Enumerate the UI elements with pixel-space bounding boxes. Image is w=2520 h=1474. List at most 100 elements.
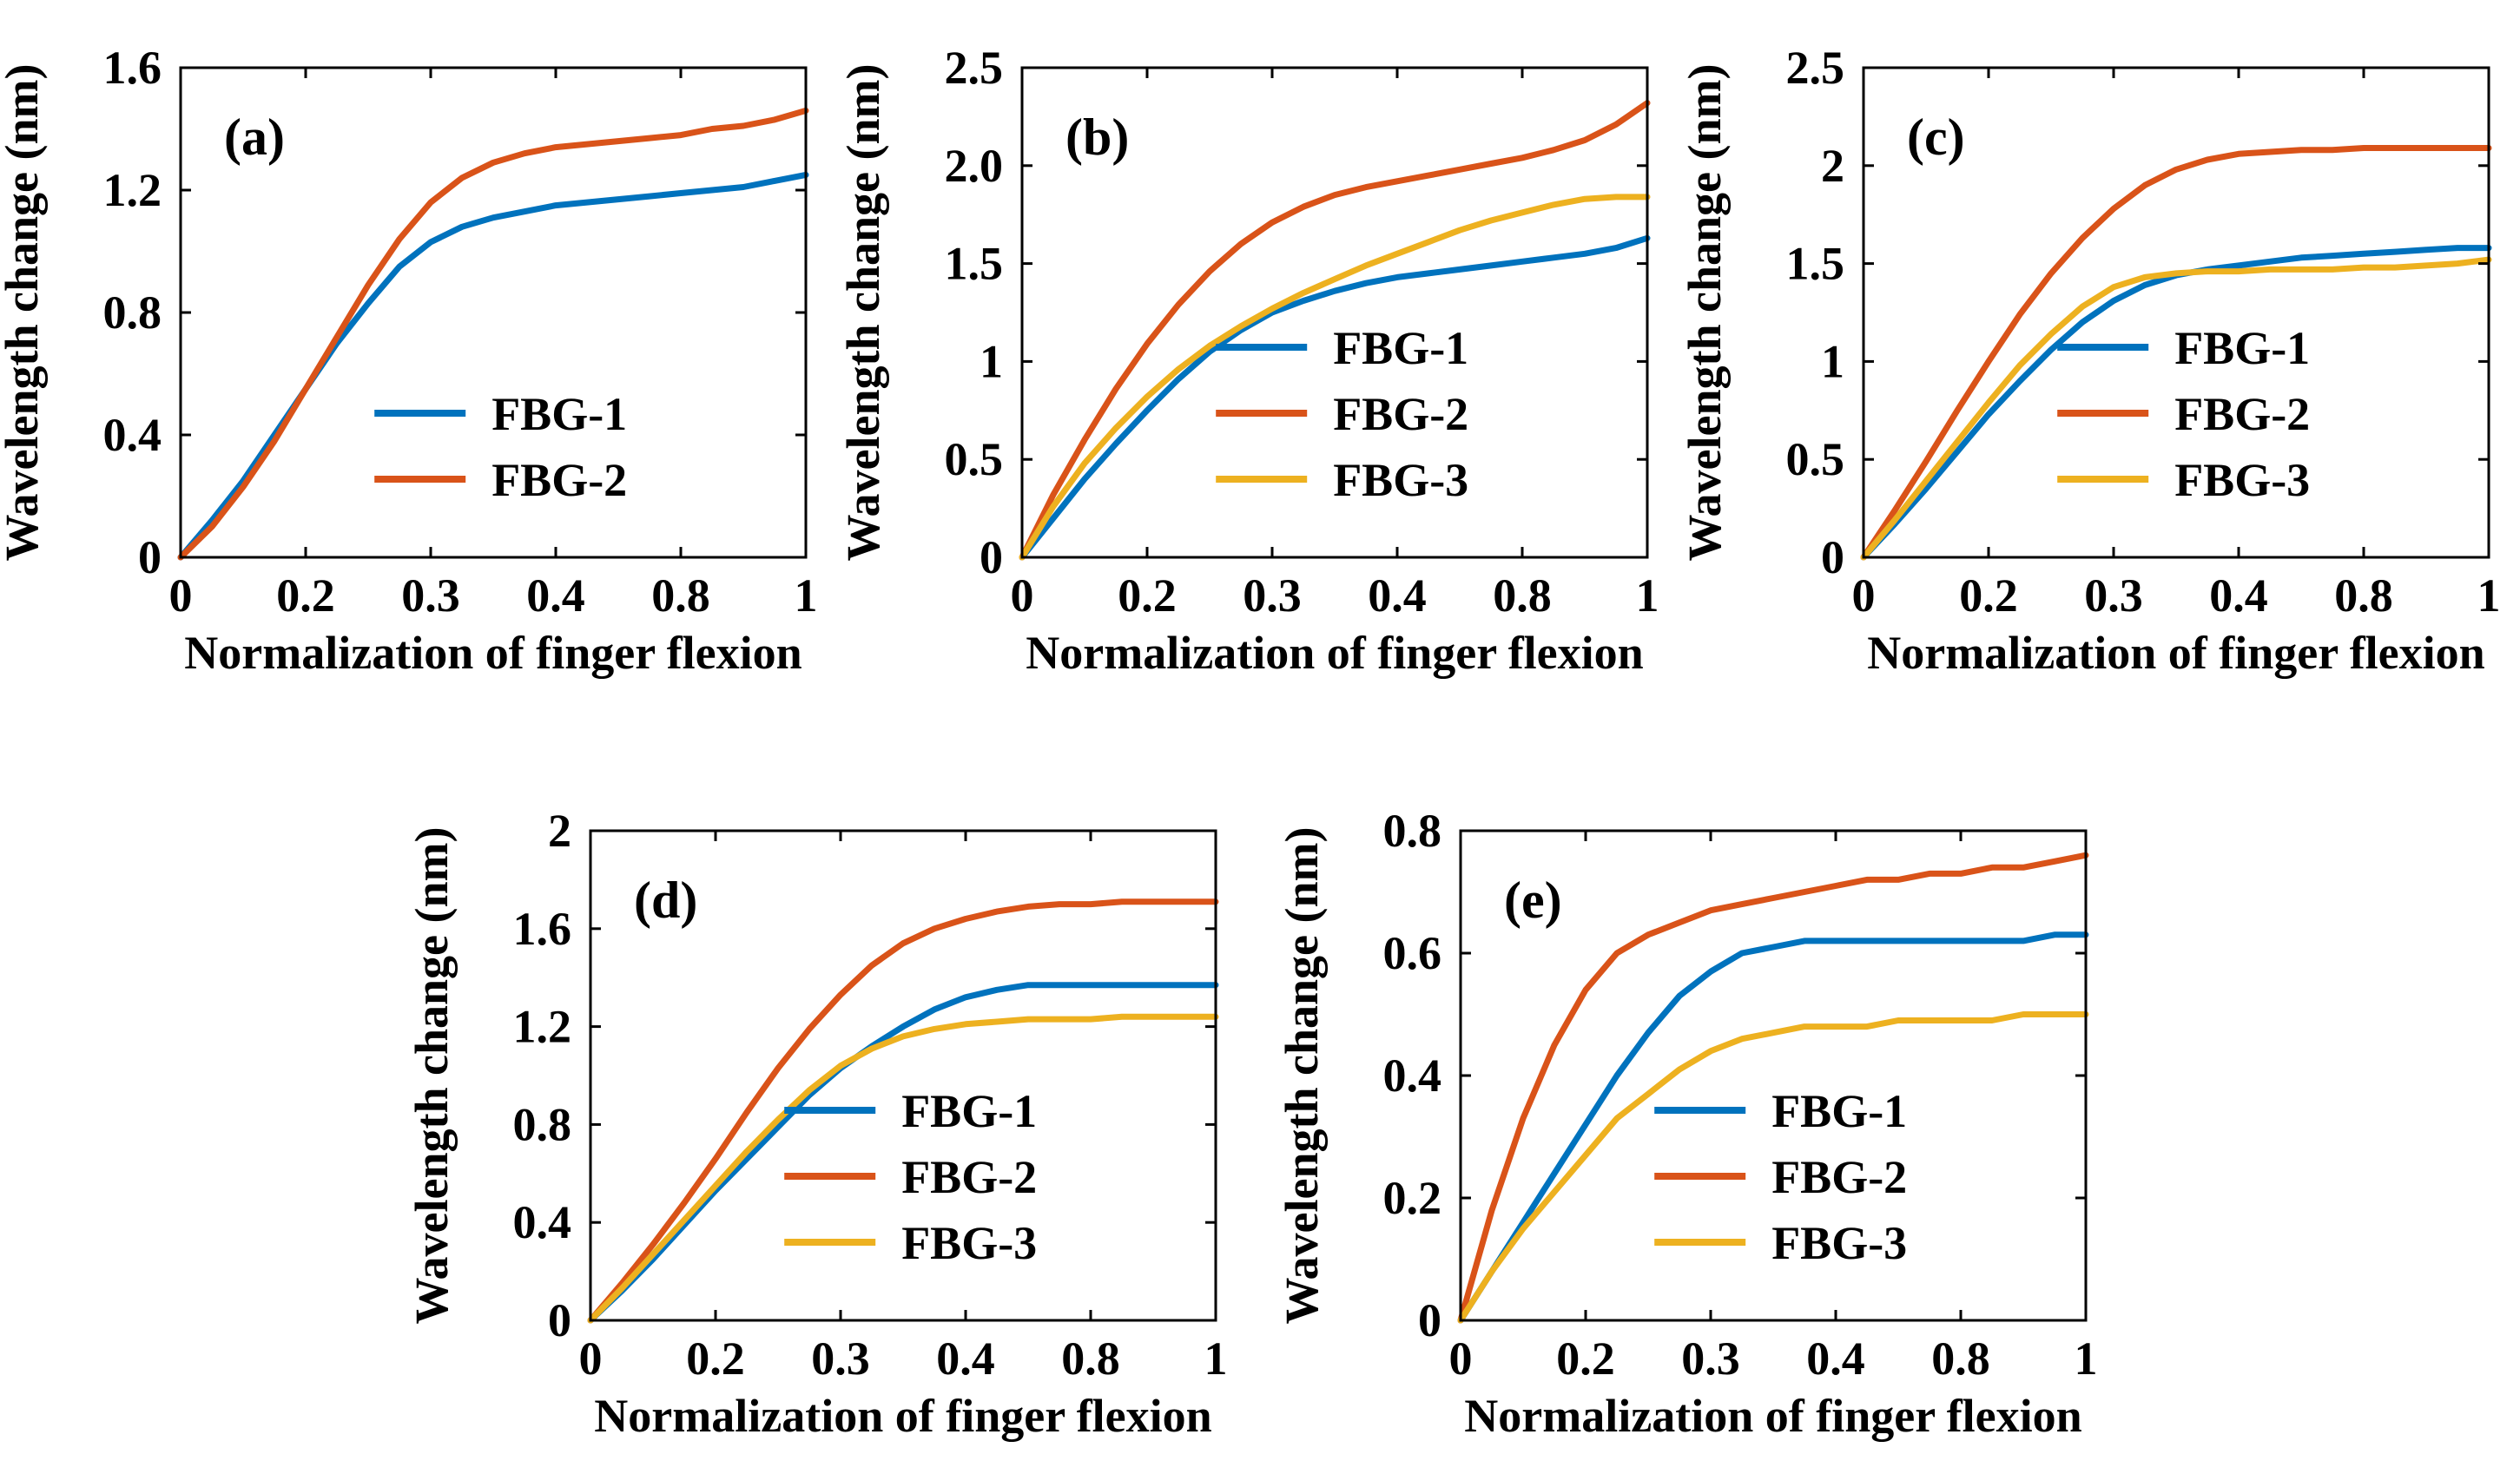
x-tick-label: 0: [579, 1333, 603, 1385]
chart-panel: 0 0.4 0.8 1.2 1.6 0 0.2 0.3 0.4 0.8 1Normalization…: [0, 42, 818, 679]
series-line-fbg-2: [177, 107, 809, 561]
y-axis-label: Wavelength change (nm): [0, 64, 48, 562]
x-tick-label: 1: [1636, 569, 1659, 622]
x-tick-label: 1: [2075, 1333, 2098, 1385]
legend-label: FBG-3: [1333, 454, 1468, 506]
x-tick-label: 0.2: [1118, 569, 1177, 622]
panel-label: (e): [1504, 872, 1562, 929]
x-axis-label: Normalization of finger flexion: [594, 1390, 1211, 1442]
panel-label: (c): [1907, 109, 1965, 166]
chart-panel: 00.511.52.02.50 0.2 0.3 0.4 0.8 1Normalizatio…: [837, 42, 1659, 679]
legend-label: FBG-3: [901, 1217, 1037, 1269]
y-axis-label: Wavelength change (nm): [406, 827, 458, 1325]
y-tick-label: 2.0: [945, 140, 1004, 192]
axes-frame: [1862, 66, 2490, 559]
legend-label: FBG-3: [1771, 1217, 1907, 1269]
legend-label: FBG-2: [2174, 388, 2310, 440]
y-tick-label: 2.5: [945, 42, 1004, 94]
legend-label: FBG-1: [901, 1085, 1037, 1137]
x-axis-label: Normalization of finger flexion: [184, 627, 802, 679]
x-tick-label: 0.8: [651, 569, 710, 622]
y-tick-label: 0: [548, 1294, 571, 1346]
x-axis-label: Normalization of finger flexion: [1867, 627, 2484, 679]
x-tick-label: 1: [2477, 569, 2501, 622]
y-tick-label: 2: [548, 805, 571, 857]
legend-label: FBG-1: [491, 388, 627, 440]
x-tick-label: 0.2: [1959, 569, 2018, 622]
y-tick-label: 0.4: [1383, 1050, 1442, 1102]
series-line-fbg-3: [1457, 1011, 2089, 1324]
y-tick-label: 0.4: [513, 1196, 572, 1248]
x-tick-label: 0.4: [526, 569, 585, 622]
y-tick-label: 1.6: [513, 903, 572, 955]
panel-label: (d): [634, 872, 697, 929]
y-tick-label: 2.5: [1786, 42, 1845, 94]
y-tick-label: 0: [138, 531, 162, 583]
x-tick-label: 0.3: [401, 569, 460, 622]
y-tick-label: 0.6: [1383, 927, 1442, 979]
y-tick-label: 0.8: [1383, 805, 1442, 857]
x-tick-label: 0: [1449, 1333, 1473, 1385]
x-tick-label: 0.8: [1931, 1333, 1990, 1385]
series-line-fbg-2: [587, 898, 1219, 1324]
y-tick-label: 0.8: [103, 286, 162, 339]
legend-label: FBG-3: [2174, 454, 2310, 506]
series-line-fbg-1: [1457, 931, 2089, 1324]
y-tick-label: 0.8: [513, 1098, 572, 1150]
legend-label: FBG-1: [1771, 1085, 1907, 1137]
y-tick-label: 0: [1418, 1294, 1441, 1346]
legend-label: FBG-1: [2174, 322, 2310, 374]
y-tick-label: 1.2: [513, 1001, 572, 1053]
legend-label: FBG-2: [491, 454, 627, 506]
y-axis-label: Wavelength change (nm): [1679, 64, 1731, 562]
x-tick-label: 0.4: [1806, 1333, 1865, 1385]
x-tick-label: 0: [169, 569, 193, 622]
x-axis-label: Normalization of finger flexion: [1464, 1390, 2081, 1442]
series-line-fbg-2: [1019, 100, 1651, 561]
x-tick-label: 0: [1852, 569, 1876, 622]
x-tick-label: 0.2: [1556, 1333, 1615, 1385]
x-tick-label: 1: [795, 569, 818, 622]
series-line-fbg-2: [1457, 852, 2089, 1324]
y-axis-label: Wavelength change (nm): [1276, 827, 1328, 1325]
x-tick-label: 0.4: [1368, 569, 1427, 622]
series-line-fbg-1: [587, 982, 1219, 1324]
chart-panel: 00.511.522.50 0.2 0.3 0.4 0.8 1Normalization …: [1679, 42, 2501, 679]
y-tick-label: 0.5: [1786, 433, 1845, 485]
panel-label: (b): [1065, 109, 1129, 166]
x-axis-label: Normalization of finger flexion: [1026, 627, 1643, 679]
y-tick-label: 0: [1821, 531, 1844, 583]
y-axis-label: Wavelength change (nm): [837, 64, 889, 562]
x-tick-label: 0.3: [1681, 1333, 1740, 1385]
legend: FBG-1 FBG-2: [374, 388, 627, 506]
legend-label: FBG-2: [1333, 388, 1468, 440]
legend-label: FBG-2: [901, 1151, 1037, 1203]
x-tick-label: 0.8: [2334, 569, 2393, 622]
series-line-fbg-1: [1019, 234, 1651, 561]
x-tick-label: 0.2: [276, 569, 335, 622]
x-tick-label: 0.4: [2209, 569, 2268, 622]
y-tick-label: 0.2: [1383, 1172, 1442, 1224]
chart-panel: 0 0.2 0.4 0.6 0.8 0 0.2 0.3 0.4 0.8 1Normalization…: [1276, 805, 2098, 1442]
y-tick-label: 0.5: [945, 433, 1004, 485]
legend: FBG-1 FBG-2 FBG-3: [2057, 322, 2310, 506]
x-tick-label: 0.4: [936, 1333, 995, 1385]
legend-label: FBG-2: [1771, 1151, 1907, 1203]
series-line-fbg-3: [1019, 194, 1651, 561]
y-tick-label: 1.5: [1786, 238, 1845, 290]
x-tick-label: 0: [1011, 569, 1034, 622]
y-tick-label: 1: [1821, 335, 1844, 387]
legend: FBG-1 FBG-2 FBG-3: [784, 1085, 1037, 1269]
legend: FBG-1 FBG-2 FBG-3: [1654, 1085, 1907, 1269]
y-tick-label: 1.2: [103, 164, 162, 216]
x-tick-label: 0.8: [1493, 569, 1552, 622]
x-tick-label: 0.3: [811, 1333, 870, 1385]
axes-frame: [1020, 66, 1649, 559]
x-tick-label: 0.3: [2084, 569, 2143, 622]
series-line-fbg-3: [1860, 256, 2492, 561]
x-tick-label: 0.8: [1061, 1333, 1120, 1385]
x-tick-label: 1: [1204, 1333, 1228, 1385]
y-tick-label: 2: [1821, 140, 1844, 192]
y-tick-label: 1: [980, 335, 1003, 387]
